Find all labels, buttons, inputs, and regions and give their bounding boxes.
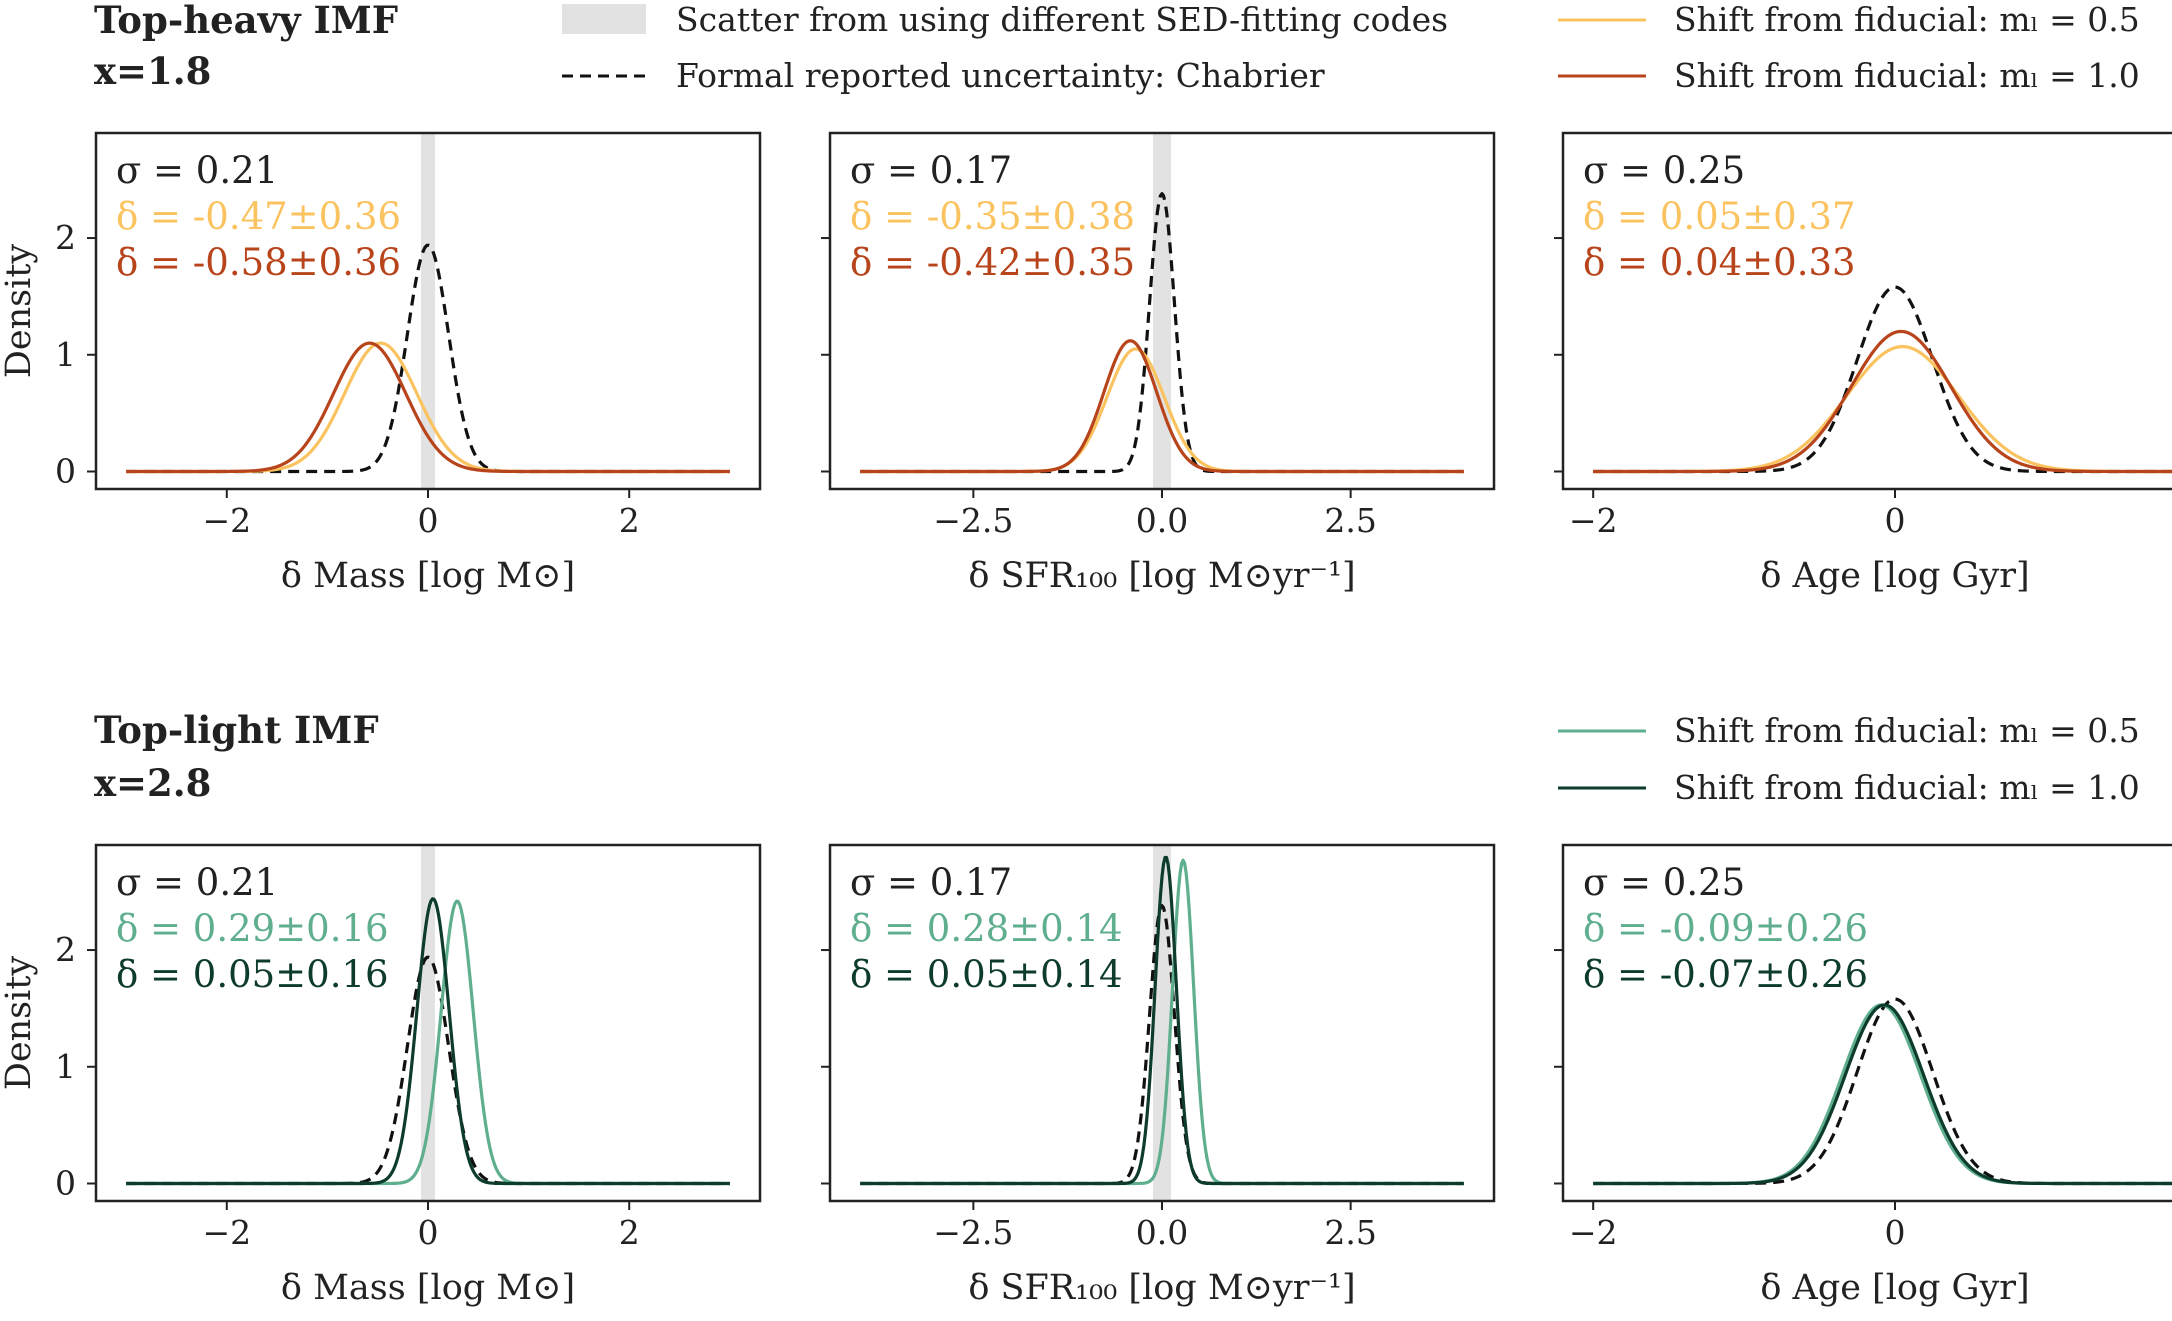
y-tick-label: 1 xyxy=(55,335,76,374)
delta-ml10-label: δ = -0.42±0.35 xyxy=(850,241,1135,284)
sigma-label: σ = 0.21 xyxy=(116,149,278,192)
heavy-ml10-curve xyxy=(1593,329,2172,474)
row-heavy-title: Top-heavy IMF xyxy=(94,0,398,42)
legend-light-ml10-label: Shift from fiducial: mₗ = 1.0 xyxy=(1674,768,2140,807)
legend-band-label: Scatter from using different SED-fitting… xyxy=(676,0,1448,39)
x-tick-label: 0 xyxy=(1885,1213,1906,1252)
x-axis-label: δ SFR₁₀₀ [log M⊙yr⁻¹] xyxy=(968,1268,1355,1308)
delta-ml05-label: δ = 0.28±0.14 xyxy=(850,907,1123,950)
delta-ml05-label: δ = -0.35±0.38 xyxy=(850,195,1135,238)
sigma-label: σ = 0.17 xyxy=(850,149,1012,192)
light-ml10-curve xyxy=(126,897,730,1186)
x-tick-label: −2 xyxy=(1569,501,1618,540)
delta-ml05-label: δ = -0.09±0.26 xyxy=(1583,907,1868,950)
x-tick-label: 0.0 xyxy=(1136,1213,1188,1252)
row-heavy-subtitle: x=1.8 xyxy=(94,49,211,93)
x-tick-label: 0 xyxy=(418,1213,439,1252)
sigma-label: σ = 0.17 xyxy=(850,861,1012,904)
x-tick-label: −2.5 xyxy=(933,1213,1013,1252)
sigma-label: σ = 0.25 xyxy=(1583,861,1745,904)
legend-band-swatch xyxy=(562,4,646,34)
sigma-label: σ = 0.25 xyxy=(1583,149,1745,192)
scatter-band xyxy=(420,133,436,489)
scatter-band xyxy=(1152,133,1172,489)
legend-heavy-ml10-label: Shift from fiducial: mₗ = 1.0 xyxy=(1674,56,2140,95)
chabrier-dashed-curve xyxy=(1593,997,2172,1186)
light-ml10-curve xyxy=(1593,1003,2172,1186)
y-axis-label: Density xyxy=(0,956,39,1091)
x-axis-label: δ SFR₁₀₀ [log M⊙yr⁻¹] xyxy=(968,556,1355,596)
x-axis-label: δ Age [log Gyr] xyxy=(1760,556,2029,596)
y-tick-label: 0 xyxy=(55,451,76,490)
legend-heavy-ml05-label: Shift from fiducial: mₗ = 0.5 xyxy=(1674,0,2140,39)
delta-ml10-label: δ = 0.04±0.33 xyxy=(1583,241,1856,284)
y-axis-label: Density xyxy=(0,244,39,379)
y-tick-label: 1 xyxy=(55,1047,76,1086)
x-tick-label: −2.5 xyxy=(933,501,1013,540)
heavy-ml10-curve xyxy=(126,341,730,474)
x-axis-label: δ Mass [log M⊙] xyxy=(281,556,575,596)
chabrier-dashed-curve xyxy=(1593,285,2172,474)
row-heavy-header: Top-heavy IMF x=1.8 Scatter from using d… xyxy=(94,0,2140,95)
x-axis-label: δ Age [log Gyr] xyxy=(1760,1268,2029,1308)
delta-ml10-label: δ = 0.05±0.16 xyxy=(116,953,389,996)
delta-ml10-label: δ = -0.58±0.36 xyxy=(116,241,401,284)
y-tick-label: 2 xyxy=(55,218,76,257)
panel-light-age: −202δ Age [log Gyr]σ = 0.25δ = -0.09±0.2… xyxy=(1554,843,2172,1308)
delta-ml10-label: δ = 0.05±0.14 xyxy=(850,953,1123,996)
row-light-title: Top-light IMF xyxy=(94,708,379,752)
sigma-label: σ = 0.21 xyxy=(116,861,278,904)
panel-heavy-age: −202δ Age [log Gyr]σ = 0.25δ = 0.05±0.37… xyxy=(1554,131,2172,596)
x-tick-label: 0 xyxy=(418,501,439,540)
legend-light-ml05-label: Shift from fiducial: mₗ = 0.5 xyxy=(1674,711,2140,750)
y-tick-label: 2 xyxy=(55,930,76,969)
x-tick-label: −2 xyxy=(1569,1213,1618,1252)
delta-ml05-label: δ = 0.29±0.16 xyxy=(116,907,389,950)
panel-heavy-sfr: −2.5 0.0 2.5δ SFR₁₀₀ [log M⊙yr⁻¹]σ = 0.17δ… xyxy=(821,131,1496,596)
x-tick-label: 0 xyxy=(1885,501,1906,540)
x-tick-label: 2.5 xyxy=(1324,1213,1376,1252)
heavy-ml10-curve xyxy=(860,339,1464,474)
delta-ml05-label: δ = -0.47±0.36 xyxy=(116,195,401,238)
x-tick-label: −2 xyxy=(202,1213,251,1252)
legend-dashed-label: Formal reported uncertainty: Chabrier xyxy=(676,56,1325,95)
row-light-header: Top-light IMF x=2.8 Shift from fiducial:… xyxy=(94,708,2140,807)
y-tick-label: 0 xyxy=(55,1163,76,1202)
x-tick-label: −2 xyxy=(202,501,251,540)
delta-ml05-label: δ = 0.05±0.37 xyxy=(1583,195,1856,238)
heavy-ml05-curve xyxy=(1593,345,2172,474)
light-ml10-curve xyxy=(860,855,1464,1186)
row-light-subtitle: x=2.8 xyxy=(94,761,211,805)
delta-ml10-label: δ = -0.07±0.26 xyxy=(1583,953,1868,996)
panel-light-sfr: −2.5 0.0 2.5δ SFR₁₀₀ [log M⊙yr⁻¹]σ = 0.17δ… xyxy=(821,843,1496,1308)
x-tick-label: 2 xyxy=(619,1213,640,1252)
x-tick-label: 0.0 xyxy=(1136,501,1188,540)
x-tick-label: 2.5 xyxy=(1324,501,1376,540)
x-tick-label: 2 xyxy=(619,501,640,540)
x-axis-label: δ Mass [log M⊙] xyxy=(281,1268,575,1308)
light-ml05-curve xyxy=(1593,1003,2172,1186)
